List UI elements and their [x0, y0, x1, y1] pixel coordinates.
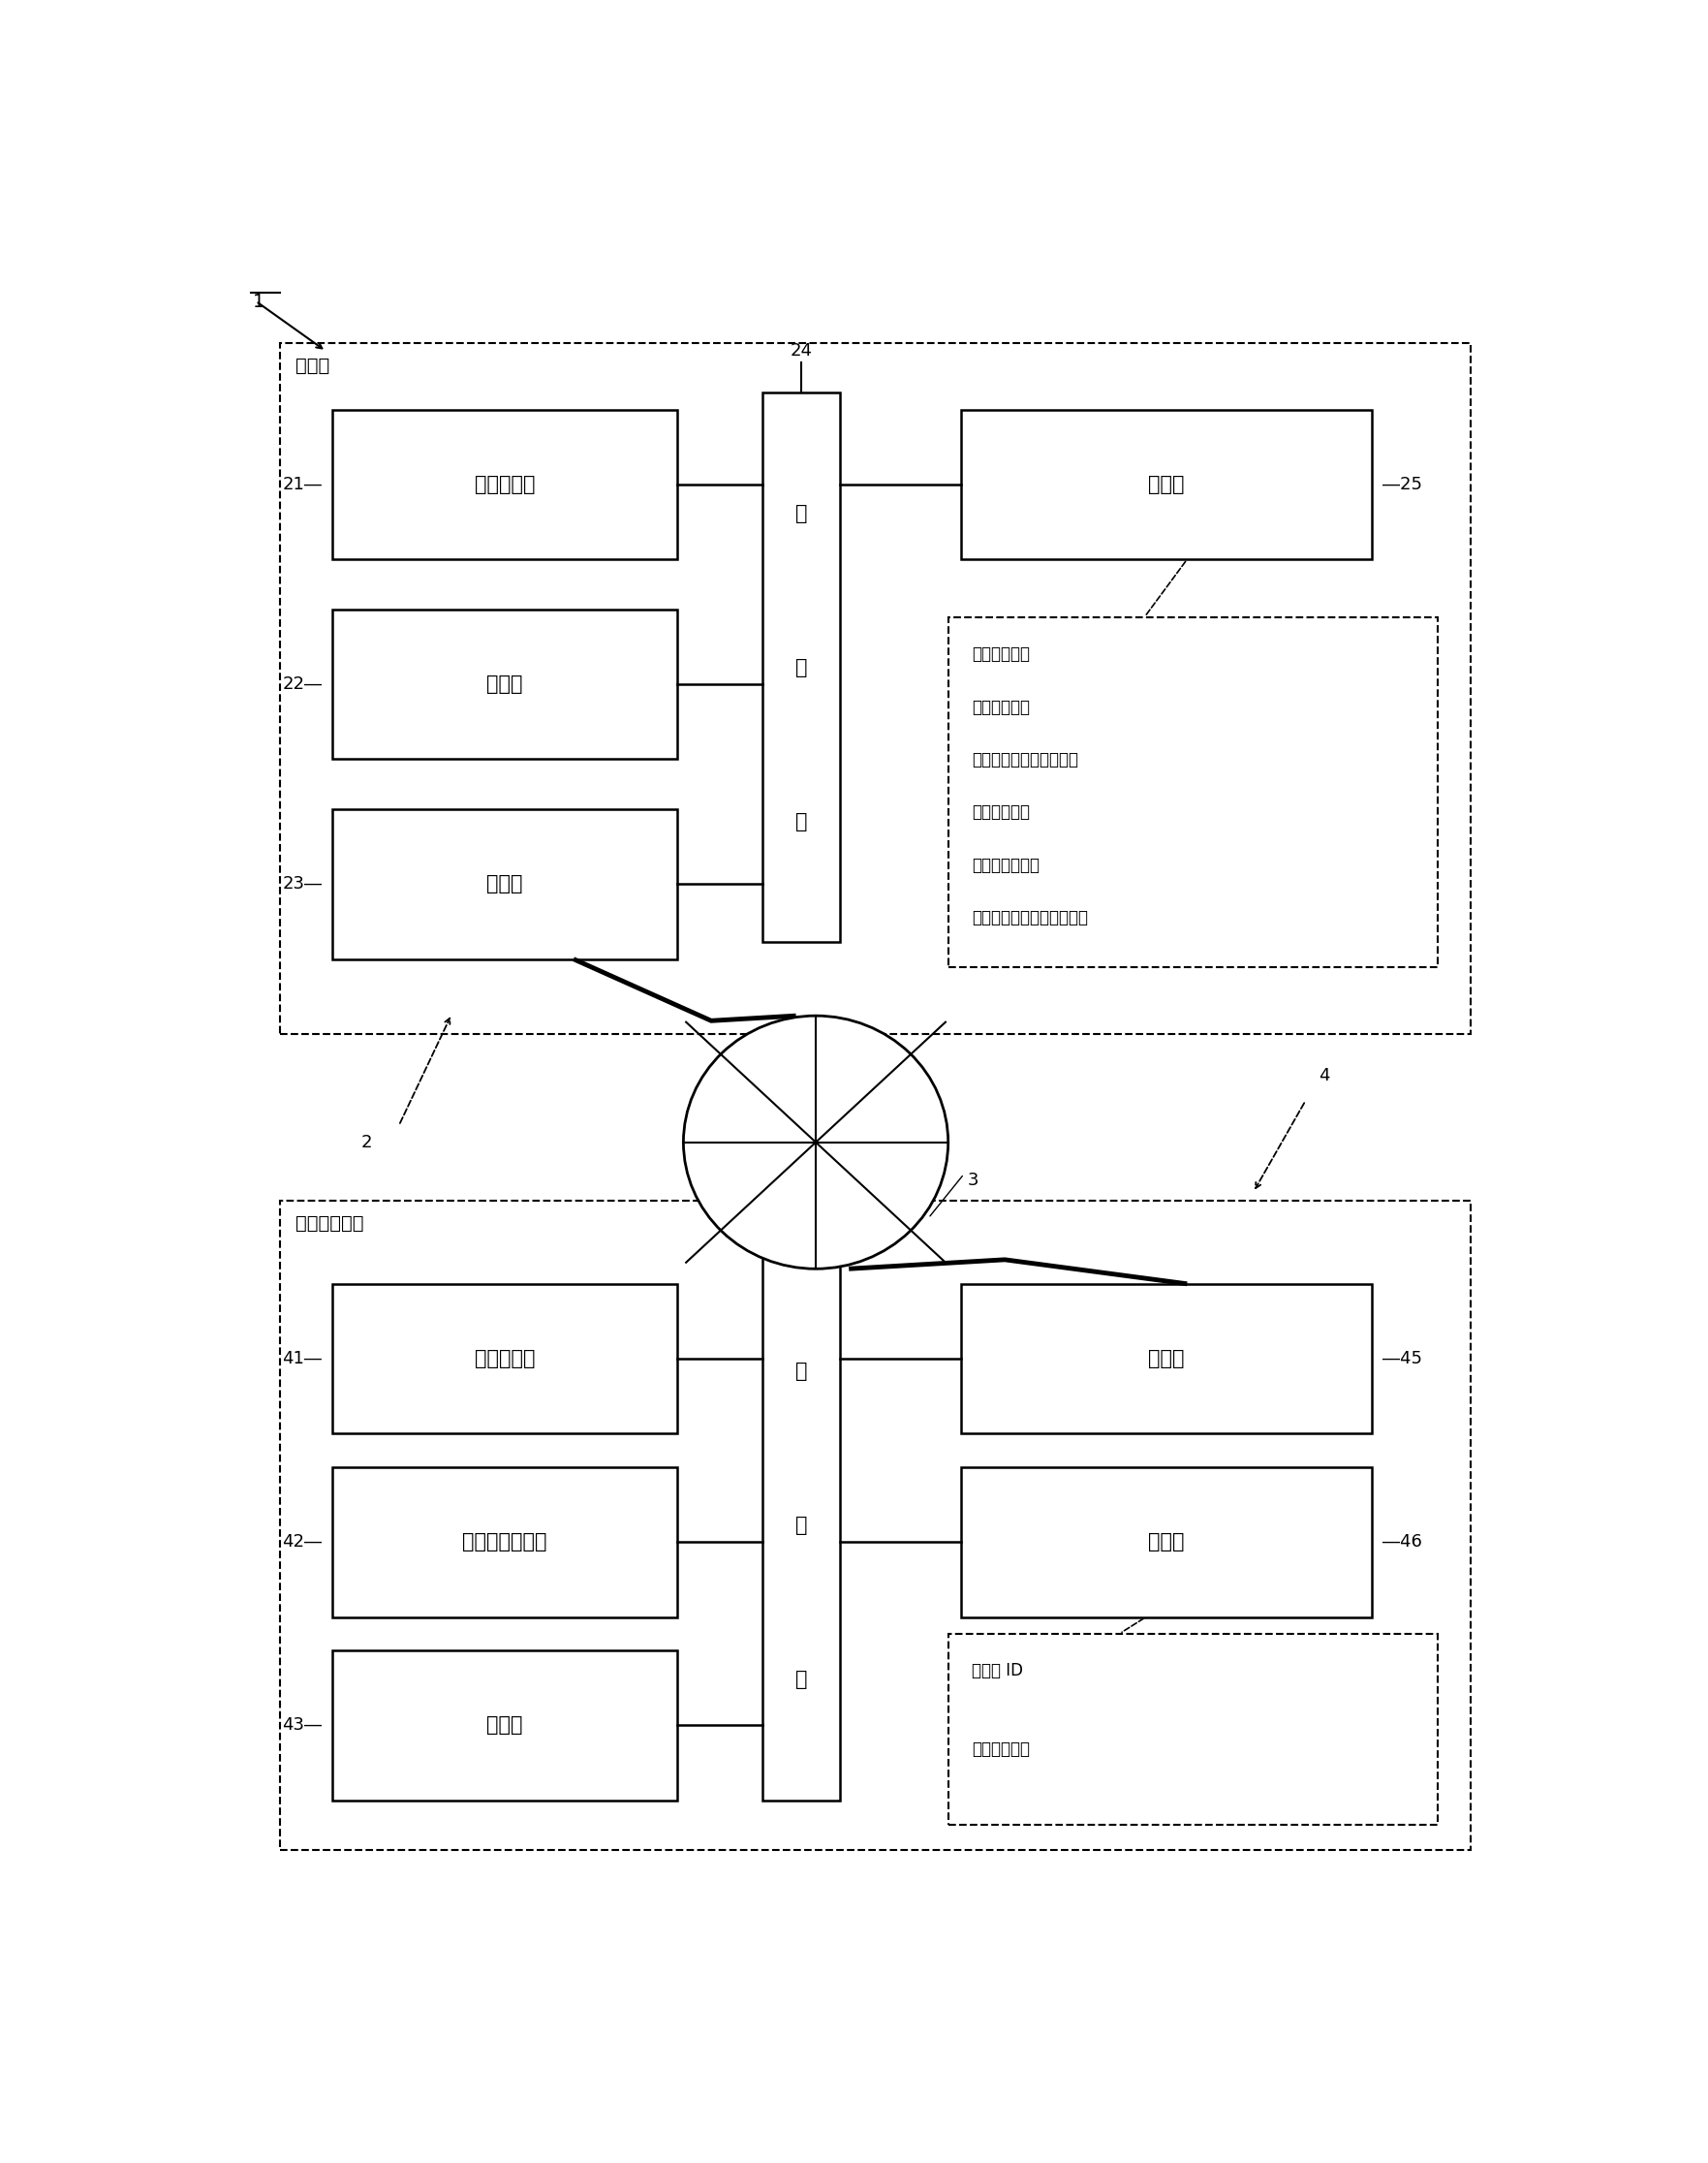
Text: 通信部: 通信部 [1148, 1350, 1185, 1369]
Text: 控: 控 [796, 1363, 808, 1382]
Text: 42―: 42― [282, 1534, 323, 1551]
Text: 41―: 41― [282, 1350, 323, 1367]
Text: 43―: 43― [282, 1717, 323, 1735]
Text: ・输送地点间距离主数据: ・输送地点间距离主数据 [972, 751, 1078, 768]
Text: 服务器: 服务器 [295, 357, 330, 374]
Bar [948, 619, 1438, 967]
Text: 部: 部 [796, 1670, 808, 1689]
Text: 21―: 21― [282, 476, 323, 493]
Bar [948, 1633, 1438, 1826]
Text: 部: 部 [796, 811, 808, 831]
Text: 计时部: 计时部 [487, 1715, 523, 1735]
Text: ―25: ―25 [1382, 476, 1423, 493]
Bar [333, 1467, 676, 1618]
Text: 24: 24 [791, 342, 813, 359]
Text: 通信部: 通信部 [487, 874, 523, 893]
Text: 制: 制 [796, 1516, 808, 1536]
Text: 车辆重量测量部: 车辆重量测量部 [463, 1531, 547, 1551]
Text: 输送地点终端: 输送地点终端 [295, 1213, 364, 1233]
Text: ・车辆主数据: ・车辆主数据 [972, 699, 1030, 716]
Bar [333, 409, 676, 560]
Bar [763, 394, 840, 943]
Text: ・终端用程序: ・终端用程序 [972, 1741, 1030, 1759]
Bar [333, 809, 676, 958]
Bar [333, 1650, 676, 1800]
Text: 显示部: 显示部 [487, 675, 523, 694]
Text: 存储部: 存储部 [1148, 474, 1185, 493]
Text: 车牌读取部: 车牌读取部 [475, 1350, 535, 1369]
Bar [333, 1285, 676, 1434]
Bar [962, 1467, 1372, 1618]
Bar [962, 1285, 1372, 1434]
Text: ・车型主数据: ・车型主数据 [972, 645, 1030, 664]
Text: ・终端 ID: ・终端 ID [972, 1661, 1023, 1678]
Text: 操作输入部: 操作输入部 [475, 474, 535, 493]
Text: 2: 2 [360, 1133, 372, 1151]
Text: 23―: 23― [282, 876, 323, 893]
Text: 44: 44 [791, 1200, 813, 1218]
Text: 22―: 22― [282, 675, 323, 692]
Text: 制: 制 [796, 658, 808, 677]
Bar [333, 610, 676, 759]
Text: 4: 4 [1319, 1066, 1331, 1084]
Bar [280, 342, 1471, 1034]
Text: ―46: ―46 [1382, 1534, 1423, 1551]
Bar [280, 1200, 1471, 1849]
Bar [763, 1250, 840, 1800]
Text: 存储部: 存储部 [1148, 1531, 1185, 1551]
Bar [962, 409, 1372, 560]
Text: ・配送实绩数据: ・配送实绩数据 [972, 857, 1040, 874]
Ellipse shape [683, 1017, 948, 1270]
Text: 3: 3 [968, 1172, 979, 1190]
Text: 控: 控 [796, 504, 808, 523]
Text: ・二氧化碳排出量算出程序: ・二氧化碳排出量算出程序 [972, 908, 1088, 926]
Text: ・系数主数据: ・系数主数据 [972, 805, 1030, 822]
Text: ―45: ―45 [1382, 1350, 1423, 1367]
Text: 1: 1 [253, 292, 265, 311]
